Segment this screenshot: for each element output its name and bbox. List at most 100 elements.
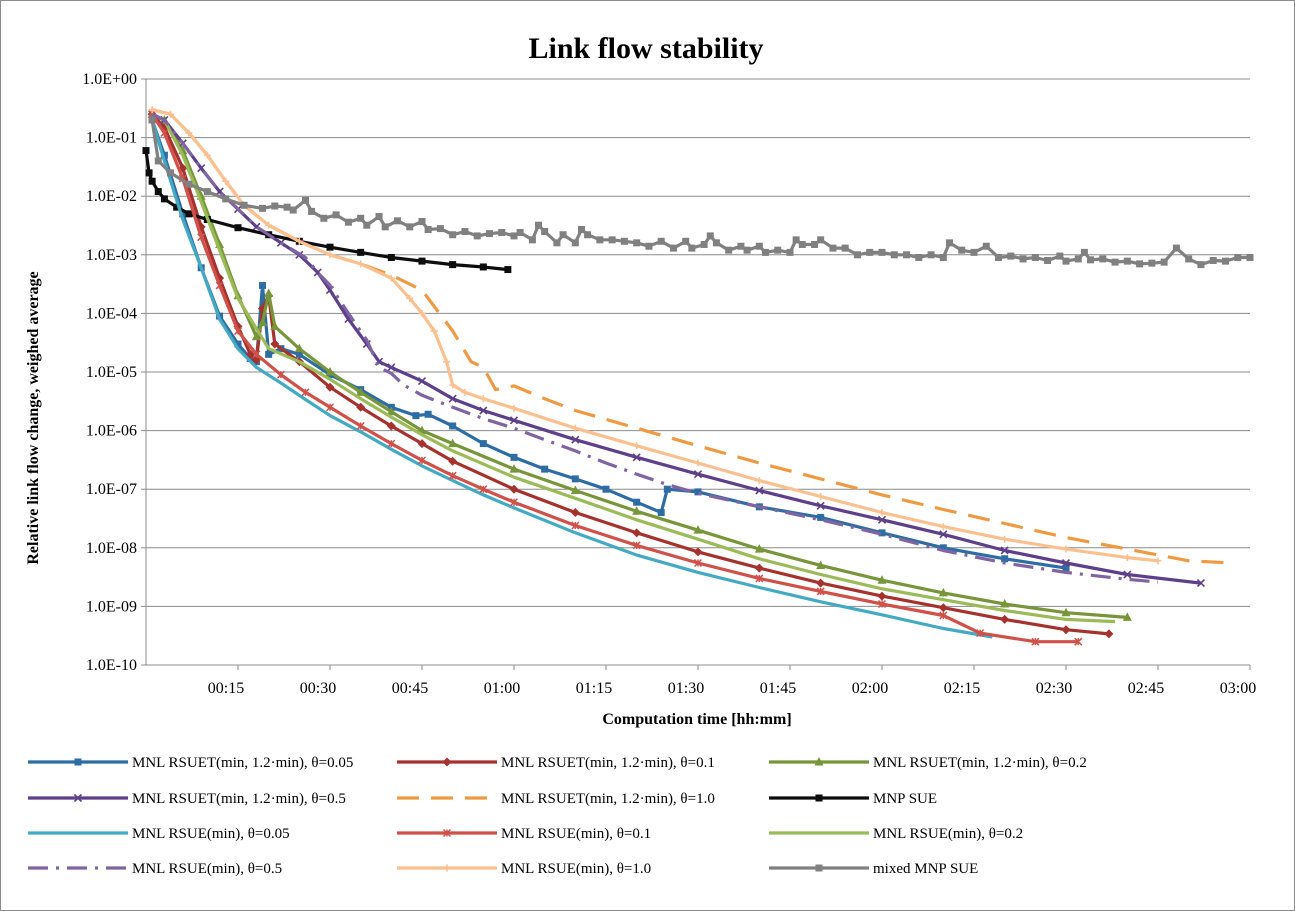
series-11-point-89 <box>1123 257 1131 265</box>
series-11-point-10 <box>289 206 297 214</box>
y-tick-label-2: 1.0E-02 <box>86 188 137 205</box>
y-axis-title: Relative link flow change, weighed avera… <box>25 271 42 564</box>
series-0-point-11 <box>295 350 303 358</box>
x-axis-title: Computation time [hh:mm] <box>602 711 791 728</box>
series-11-point-23 <box>424 226 432 234</box>
series-11-point-79 <box>1019 255 1027 263</box>
series-2 <box>147 109 1132 621</box>
series-3-point-15 <box>417 377 427 386</box>
legend-label-7: MNL RSUE(min), θ=0.1 <box>501 826 651 842</box>
series-2-point-13 <box>386 406 396 416</box>
series-11-point-13 <box>320 214 328 222</box>
series-5-point-5 <box>173 203 181 211</box>
series-5-point-2 <box>148 177 156 185</box>
series-11-point-45 <box>657 237 665 245</box>
legend: MNL RSUET(min, 1.2·min), θ=0.05 MNL RSUET… <box>28 755 1087 877</box>
series-3-point-22 <box>755 486 764 495</box>
x-tick-label-6: 01:45 <box>760 680 796 697</box>
series-7-point-21 <box>877 599 887 609</box>
series-0-point-25 <box>663 485 671 493</box>
series-10-point-2 <box>185 129 193 137</box>
series-0-point-5 <box>234 340 242 348</box>
series-11-point-2 <box>167 169 175 177</box>
series-11-point-50 <box>706 232 714 240</box>
series-10-point-23 <box>817 493 825 501</box>
legend-label-6: MNL RSUE(min), θ=0.05 <box>132 826 290 842</box>
series-11-point-98 <box>1234 253 1242 261</box>
series-11-point-49 <box>700 240 708 248</box>
legend-marker-11 <box>815 864 823 872</box>
series-10-point-0 <box>148 106 156 114</box>
series-11-point-54 <box>743 246 751 254</box>
series-10-point-28 <box>1123 554 1131 562</box>
series-2-point-24 <box>1000 598 1010 608</box>
series-11 <box>148 116 1254 269</box>
series-3-point-24 <box>877 515 887 524</box>
series-line-9 <box>151 112 1159 584</box>
legend-item-5: MNP SUE <box>769 791 937 807</box>
series-line-1 <box>150 113 1110 636</box>
series-8 <box>151 112 1116 624</box>
legend-marker-5 <box>815 794 823 802</box>
series-11-point-91 <box>1148 259 1156 267</box>
series-10-point-1 <box>167 110 175 118</box>
series-2-point-22 <box>877 575 887 584</box>
legend-marker-3 <box>73 793 83 803</box>
series-10-point-19 <box>571 424 579 432</box>
series-0-point-22 <box>602 485 610 493</box>
series-11-point-42 <box>620 237 628 245</box>
series-11-point-76 <box>982 242 990 250</box>
series-0-point-30 <box>939 544 947 552</box>
series-11-point-81 <box>1044 256 1052 264</box>
series-11-point-66 <box>866 248 874 256</box>
x-tick-label-10: 02:45 <box>1128 680 1164 697</box>
series-7-point-22 <box>939 611 948 620</box>
series-2-point-19 <box>693 525 703 534</box>
series-1-point-25 <box>1000 614 1010 624</box>
series-11-point-19 <box>381 223 389 231</box>
series-7-point-24 <box>1031 637 1040 646</box>
x-tick-label-7: 02:00 <box>852 680 888 697</box>
series-7-point-16 <box>571 521 580 530</box>
series-7-point-25 <box>1074 637 1083 646</box>
series-2-point-17 <box>570 485 580 495</box>
series-11-point-41 <box>608 236 616 244</box>
series-2-point-21 <box>816 560 826 569</box>
series-11-point-21 <box>406 223 414 231</box>
series-11-point-5 <box>222 195 230 203</box>
legend-label-9: MNL RSUE(min), θ=0.5 <box>132 861 282 877</box>
series-9 <box>151 112 1159 584</box>
series-11-point-94 <box>1185 255 1193 263</box>
series-11-point-88 <box>1111 258 1119 266</box>
series-2-point-15 <box>448 438 458 448</box>
series-line-6 <box>150 119 993 639</box>
series-10 <box>148 106 1162 565</box>
series-11-point-17 <box>363 221 371 229</box>
series-2-point-12 <box>356 387 366 396</box>
series-10-point-13 <box>430 327 438 335</box>
series-11-point-7 <box>259 204 267 212</box>
series-0-point-20 <box>541 465 549 473</box>
series-10-point-18 <box>510 404 518 412</box>
series-1-point-15 <box>417 439 427 449</box>
legend-item-6: MNL RSUE(min), θ=0.05 <box>28 826 290 842</box>
y-tick-label-1: 1.0E-01 <box>86 130 137 147</box>
y-tick-label-5: 1.0E-05 <box>86 364 137 381</box>
series-11-point-73 <box>945 239 953 247</box>
series-0-point-28 <box>817 513 825 521</box>
series-10-point-15 <box>449 381 457 389</box>
series-3-point-14 <box>387 363 396 372</box>
series-3-point-17 <box>479 406 488 415</box>
series-11-point-32 <box>528 236 536 244</box>
series-7-point-3 <box>197 233 206 242</box>
series-10-point-17 <box>479 395 487 403</box>
series-7-point-19 <box>755 574 764 583</box>
series-1-point-22 <box>816 578 826 588</box>
series-0-point-8 <box>259 281 267 289</box>
series-2-point-25 <box>1061 607 1071 617</box>
series-1-point-16 <box>448 456 458 466</box>
series-3-point-20 <box>632 453 641 462</box>
series-5-point-0 <box>142 147 150 155</box>
series-1-point-24 <box>938 603 948 613</box>
series-11-point-51 <box>712 239 720 247</box>
